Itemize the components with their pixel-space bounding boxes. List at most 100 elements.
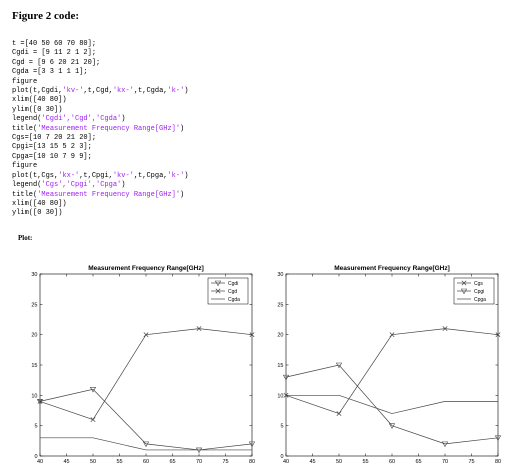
legend-entry: Cgdi <box>228 281 238 287</box>
y-tick-label: 5 <box>34 424 37 430</box>
code-string: 'kv-' <box>112 171 134 180</box>
x-tick-label: 50 <box>336 459 342 465</box>
code-text: ) <box>184 171 189 180</box>
legend: Cgdi Cgd Cgda <box>207 277 249 305</box>
data-point <box>282 374 290 381</box>
code-line: Cgs=[10 7 20 21 20]; <box>12 134 96 142</box>
series-cgda <box>40 437 252 451</box>
code-line: xlim([40 80]) <box>12 96 67 104</box>
figure-heading: Figure 2 code: <box>12 10 80 22</box>
series-line <box>286 394 498 414</box>
data-point <box>494 435 502 442</box>
code-string: 'kv-' <box>62 87 84 96</box>
code-text: ) <box>184 87 189 96</box>
code-text: Cpgi=[13 15 5 2 3]; <box>12 143 92 152</box>
y-tick-label: 0 <box>34 454 37 460</box>
code-line: Cgdi = [9 11 2 1 2]; <box>12 49 96 57</box>
code-line: figure <box>12 162 37 170</box>
code-text: plot(t,Cgdi, <box>12 87 63 96</box>
x-tick-label: 60 <box>143 459 149 465</box>
x-tick-label: 75 <box>222 459 228 465</box>
code-block: t =[40 50 60 70 80]; Cgdi = [9 11 2 1 2]… <box>12 40 188 219</box>
code-line: xlim([40 80]) <box>12 200 67 208</box>
x-tick-label: 60 <box>389 459 395 465</box>
data-point <box>249 332 255 338</box>
y-tick-label: 5 <box>280 424 283 430</box>
data-point <box>89 386 97 393</box>
code-line: ylim([0 30]) <box>12 209 62 217</box>
y-tick-label: 10 <box>277 393 283 399</box>
data-point <box>248 441 256 448</box>
code-line: legend('Cgdi','Cgd','Cgda') <box>12 115 125 123</box>
chart-right: Measurement Frequency Range[GHz]40 45 50 55… <box>277 265 502 465</box>
code-line: Cpgi=[13 15 5 2 3]; <box>12 143 92 151</box>
y-tick-label: 20 <box>277 333 283 339</box>
legend-entry: Cgd <box>228 289 237 295</box>
data-point <box>336 411 342 416</box>
legend: Cgs Cpgi Cpga <box>453 277 495 305</box>
data-point <box>335 362 343 369</box>
code-text: Cgda =[3 3 1 1 1]; <box>12 68 88 77</box>
data-point <box>143 332 149 338</box>
code-text: xlim([40 80]) <box>12 199 67 208</box>
legend-entry: Cgs <box>474 281 483 287</box>
code-line: Cpga=[10 10 7 9 9]; <box>12 153 92 161</box>
code-string: 'Measurement Frequency Range[GHz]' <box>37 124 181 133</box>
x-tick-label: 65 <box>415 459 421 465</box>
series-line <box>39 328 253 421</box>
code-text: ,t,Cgda, <box>133 87 168 96</box>
y-tick-label: 25 <box>277 302 283 308</box>
legend-marker <box>460 288 468 295</box>
x-tick-label: 40 <box>283 459 289 465</box>
code-string: 'k-' <box>167 171 185 180</box>
series-line <box>39 388 253 451</box>
code-string: 'kx-' <box>112 87 134 96</box>
data-point <box>90 417 96 423</box>
code-line: Cgda =[3 3 1 1 1]; <box>12 68 88 76</box>
chart-title: Measurement Frequency Range[GHz] <box>88 265 204 272</box>
data-point <box>37 398 43 404</box>
y-tick-label: 30 <box>31 272 37 278</box>
code-line: t =[40 50 60 70 80]; <box>12 40 96 48</box>
code-text: xlim([40 80]) <box>12 96 67 105</box>
y-tick-label: 20 <box>31 333 37 339</box>
y-tick-label: 25 <box>31 302 37 308</box>
code-text: plot(t,Cgs, <box>12 171 59 180</box>
series-cgdi <box>36 386 256 454</box>
code-line: plot(t,Cgdi,'kv-',t,Cgd,'kx-',t,Cgda,'k-… <box>12 87 188 95</box>
y-tick-label: 30 <box>277 272 283 278</box>
code-text: t =[40 50 60 70 80]; <box>12 40 97 48</box>
x-tick-label: 50 <box>90 459 96 465</box>
code-line: plot(t,Cgs,'kx-',t,Cpgi,'kv-',t,Cpga,'k-… <box>12 172 188 180</box>
code-string: 'Measurement Frequency Range[GHz]' <box>37 190 181 199</box>
data-point <box>196 326 202 332</box>
legend-marker <box>214 280 222 287</box>
x-tick-label: 75 <box>468 459 474 465</box>
legend-marker <box>215 288 221 294</box>
code-line: ylim([0 30]) <box>12 106 62 114</box>
code-text: title( <box>12 190 38 199</box>
x-tick-label: 65 <box>169 459 175 465</box>
code-text: ,t,Cpgi, <box>79 171 113 180</box>
x-tick-label: 40 <box>37 459 43 465</box>
series-cgd <box>37 326 255 423</box>
y-tick-label: 0 <box>280 454 283 460</box>
code-string: 'kx-' <box>58 171 80 180</box>
series-cgs <box>283 326 501 416</box>
code-text: ) <box>121 115 126 124</box>
code-text: Cgdi = [9 11 2 1 2]; <box>12 49 97 58</box>
series-line <box>285 328 499 414</box>
code-line: title('Measurement Frequency Range[GHz]'… <box>12 125 184 133</box>
code-string: 'Cgdi','Cgd','Cgda' <box>41 115 122 124</box>
legend-marker <box>461 280 467 286</box>
plot-label: Plot: <box>18 234 33 242</box>
data-point <box>495 332 501 338</box>
code-text: ) <box>180 190 185 199</box>
code-line: legend('Cgs','Cpgi','Cpga') <box>12 181 125 189</box>
code-text: legend( <box>12 181 42 190</box>
y-tick-label: 15 <box>31 363 37 369</box>
legend-entry: Cpgi <box>474 289 484 295</box>
legend-entry: Cpga <box>474 297 486 303</box>
chart-title: Measurement Frequency Range[GHz] <box>334 265 450 272</box>
code-text: ,t,Cpga, <box>133 171 168 180</box>
